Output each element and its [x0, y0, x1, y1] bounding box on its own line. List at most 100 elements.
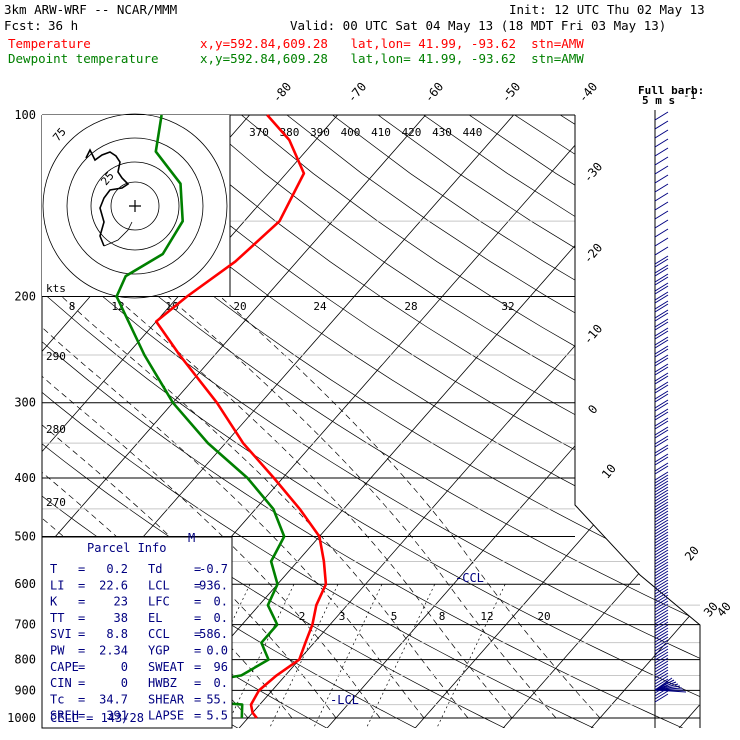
- barb-legend-line2: 5 m s: [642, 94, 675, 107]
- moist-adiabat-line: [42, 268, 425, 719]
- mixing-ratio-label: 3: [339, 610, 346, 623]
- mixing-ratio-line: [312, 584, 383, 728]
- wind-barb: [654, 666, 669, 676]
- parcel-info-cell: Tc: [50, 692, 64, 706]
- parcel-info-cell: CIN: [50, 676, 72, 690]
- wind-barb: [654, 390, 669, 400]
- pressure-label: 100: [14, 108, 36, 122]
- theta-label: 290: [46, 350, 66, 363]
- mixing-ratio-label: 5: [391, 610, 398, 623]
- wind-speed-label: 20: [233, 300, 246, 313]
- moist-adiabat-line: [42, 268, 469, 719]
- isotherm-label: -60: [422, 80, 447, 106]
- hodograph-ring: [90, 161, 180, 251]
- wind-barb: [654, 558, 669, 568]
- parcel-info-cell: TT: [50, 611, 64, 625]
- wind-barb: [654, 492, 669, 502]
- wind-barb: [654, 321, 669, 331]
- wind-barb: [654, 615, 669, 625]
- moist-adiabat-line: [42, 268, 293, 719]
- wind-barb: [654, 645, 669, 655]
- theta-label: 280: [46, 423, 66, 436]
- dry-adiabat-line: [150, 115, 700, 728]
- wind-barb: [654, 576, 669, 586]
- wind-barb: [654, 201, 669, 211]
- dry-adiabat-line: [332, 115, 700, 728]
- wind-barb: [654, 336, 669, 346]
- isotherm-line: [500, 115, 700, 728]
- dry-adiabat-line: [514, 115, 700, 728]
- dewpoint-legend: Dewpoint temperature: [8, 51, 159, 66]
- wind-barb: [654, 228, 669, 238]
- wind-barb: [654, 276, 669, 286]
- wind-barb: [654, 648, 669, 658]
- theta-label: 270: [46, 496, 66, 509]
- wind-barb: [654, 381, 669, 391]
- dewpoint-location: x,y=592.84,609.28 lat,lon= 41.99, -93.62…: [200, 51, 584, 66]
- wind-barb: [654, 399, 669, 409]
- wind-barb: [654, 456, 669, 466]
- parcel-info-cell: PW: [50, 644, 65, 658]
- hodograph-trace-tail: [103, 221, 133, 247]
- parcel-info-cell: =: [194, 709, 201, 723]
- wind-barb: [654, 689, 687, 693]
- wind-barb: [654, 546, 669, 556]
- wind-barb: [654, 537, 669, 547]
- parcel-info-cell: 0: [121, 660, 128, 674]
- wind-barb: [654, 660, 669, 670]
- barb-legend-exponent: -1: [683, 89, 696, 102]
- wind-barb: [654, 312, 669, 322]
- dry-adiabat-line: [42, 115, 700, 728]
- forecast-hours: 36 h: [48, 18, 79, 33]
- mixing-ratio-line: [224, 584, 295, 728]
- wind-barb: [654, 585, 669, 595]
- wind-barb: [654, 504, 669, 514]
- parcel-info-cell: =: [194, 627, 201, 641]
- wind-barb: [654, 210, 669, 220]
- isotherm-line: [588, 115, 700, 728]
- wind-barb: [654, 549, 669, 559]
- wind-barb: [654, 402, 669, 412]
- wind-barb: [654, 642, 669, 652]
- wind-barb: [654, 174, 669, 184]
- parcel-info-cell: 0.2: [106, 562, 128, 576]
- pressure-label: 800: [14, 653, 36, 667]
- moist-adiabat-line: [84, 268, 513, 719]
- isotherm-line: [42, 115, 426, 728]
- wind-barb: [654, 300, 669, 310]
- mixing-ratio-line: [364, 584, 436, 728]
- wind-barb: [654, 408, 669, 418]
- wind-barb: [654, 255, 669, 265]
- wind-barb: [654, 582, 669, 592]
- parcel-info-cell: =: [78, 709, 85, 723]
- parcel-info-cell: SREH: [50, 709, 79, 723]
- parcel-info-cell: =: [194, 595, 201, 609]
- wind-barb: [654, 267, 669, 277]
- hodograph-ring: [110, 181, 160, 231]
- wind-barb: [654, 672, 669, 682]
- wind-barb: [654, 375, 669, 385]
- parcel-info-cell: =: [78, 660, 85, 674]
- isotherm-label: 40: [714, 599, 734, 619]
- pressure-label: 600: [14, 577, 36, 591]
- parcel-info-cell: 34.7: [99, 692, 128, 706]
- isotherm-label: -50: [499, 80, 524, 106]
- wind-barb: [654, 639, 669, 649]
- parcel-info-cell: 936.: [199, 578, 228, 592]
- wind-barb: [654, 507, 669, 517]
- wind-barb: [654, 129, 669, 139]
- wind-barb: [654, 498, 669, 508]
- parcel-info-cell: 0.: [214, 676, 228, 690]
- wind-barb: [654, 618, 669, 628]
- wind-speed-label: 8: [69, 300, 76, 313]
- parcel-info-cell: CAPE: [50, 660, 79, 674]
- wind-barb: [654, 678, 669, 688]
- wind-barb: [654, 294, 669, 304]
- parcel-info-cell: Td: [148, 562, 162, 576]
- parcel-info-cell: LFC: [148, 595, 170, 609]
- parcel-info-cell: T: [50, 562, 57, 576]
- parcel-info-cell: 8.8: [106, 627, 128, 641]
- wind-barb: [654, 348, 669, 358]
- forecast-label: Fcst:: [4, 18, 42, 33]
- wind-barb: [654, 303, 669, 313]
